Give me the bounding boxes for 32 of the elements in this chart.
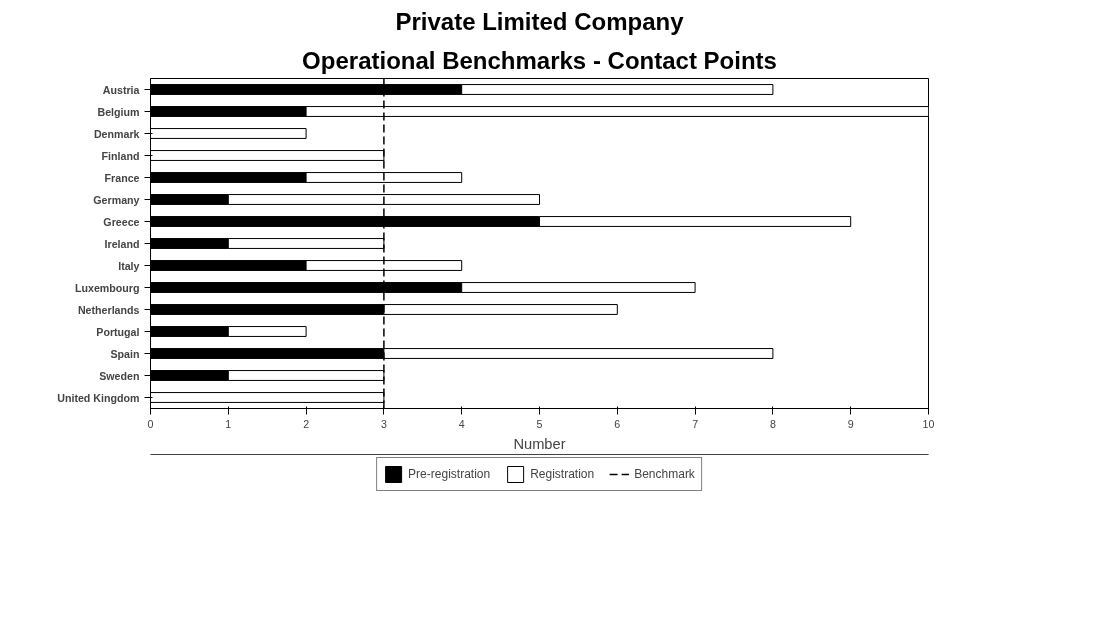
chart-subtitle: Operational Benchmarks - Contact Points xyxy=(302,46,777,74)
y-tick-label: Sweden xyxy=(99,369,140,382)
x-tick-label: 8 xyxy=(769,417,776,430)
y-tick-label: United Kingdom xyxy=(57,391,140,404)
y-tick-label: Luxembourg xyxy=(74,281,140,294)
y-tick-label: Belgium xyxy=(97,105,140,118)
x-tick-label: 0 xyxy=(147,417,154,430)
y-tick-label: Italy xyxy=(118,259,140,272)
y-tick-label: Denmark xyxy=(93,127,140,140)
x-tick-label: 5 xyxy=(536,417,543,430)
y-tick-label: Spain xyxy=(110,347,140,360)
x-tick-label: 7 xyxy=(692,417,699,430)
x-tick-label: 3 xyxy=(380,417,387,430)
legend-label: Benchmark xyxy=(634,467,695,481)
chart-title: Private Limited Company xyxy=(395,7,685,35)
y-tick-label: Germany xyxy=(93,193,140,206)
y-tick-label: Ireland xyxy=(104,237,140,250)
legend-label: Registration xyxy=(530,467,595,481)
x-tick-label: 4 xyxy=(458,417,465,430)
y-tick-label: Netherlands xyxy=(77,303,140,316)
x-tick-label: 9 xyxy=(847,417,854,430)
legend-label: Pre-registration xyxy=(408,467,491,481)
x-axis-title: Number xyxy=(513,435,566,452)
y-tick-label: Austria xyxy=(102,83,140,96)
x-tick-label: 6 xyxy=(614,417,621,430)
x-tick-label: 2 xyxy=(303,417,310,430)
y-tick-label: Portugal xyxy=(96,325,140,338)
y-tick-label: Greece xyxy=(103,215,140,228)
x-tick-label: 10 xyxy=(922,417,935,430)
y-tick-label: Finland xyxy=(101,149,140,162)
x-tick-label: 1 xyxy=(225,417,232,430)
y-tick-label: France xyxy=(104,171,140,184)
